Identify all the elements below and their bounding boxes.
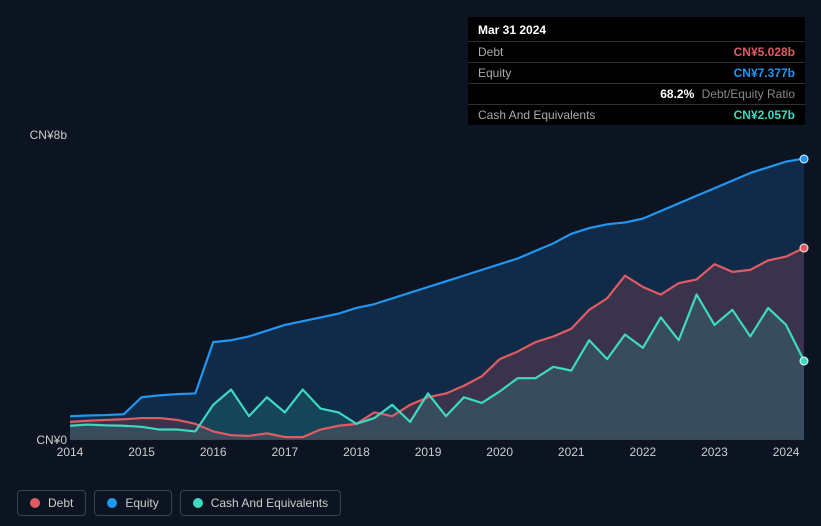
tooltip-row: Equity CN¥7.377b [468,62,805,83]
legend-label: Debt [48,496,73,510]
series-end-marker [800,244,809,253]
tooltip-row-label: Debt [478,45,503,59]
tooltip-rows: Debt CN¥5.028b Equity CN¥7.377b 68.2% Debt/E… [468,41,805,125]
x-axis-tick: 2015 [128,445,155,459]
tooltip-row-value: CN¥2.057b [734,108,795,122]
tooltip-row: Debt CN¥5.028b [468,41,805,62]
x-axis-tick: 2016 [200,445,227,459]
legend-item[interactable]: Equity [94,490,171,516]
legend-label: Cash And Equivalents [211,496,328,510]
chart-svg [70,135,804,439]
x-axis-tick: 2020 [486,445,513,459]
x-axis-tick: 2014 [57,445,84,459]
tooltip-row: Cash And Equivalents CN¥2.057b [468,104,805,125]
y-axis-label: CN¥8b [30,128,67,142]
tooltip-row-value: 68.2% Debt/Equity Ratio [660,87,795,101]
tooltip-row-value: CN¥5.028b [734,45,795,59]
tooltip-date: Mar 31 2024 [468,17,805,41]
debt-equity-chart: 2014 2015 2016 2017 2018 2019 2020 2021 2022 2023… [17,125,804,485]
series-end-marker [800,357,809,366]
x-axis-tick: 2024 [773,445,800,459]
tooltip-row-extra: Debt/Equity Ratio [698,87,795,101]
legend-item[interactable]: Debt [17,490,86,516]
x-axis-tick: 2018 [343,445,370,459]
series-end-marker [800,154,809,163]
x-axis-tick: 2019 [415,445,442,459]
legend-dot-icon [107,498,117,508]
tooltip-row-label: Equity [478,66,511,80]
chart-plot-area[interactable] [70,135,804,440]
y-axis-label: CN¥0 [36,433,67,447]
x-axis-tick: 2023 [701,445,728,459]
x-axis-tick: 2021 [558,445,585,459]
tooltip-row-label: Cash And Equivalents [478,108,595,122]
x-axis-tick: 2022 [630,445,657,459]
tooltip-row-value: CN¥7.377b [734,66,795,80]
legend-dot-icon [193,498,203,508]
chart-legend: Debt Equity Cash And Equivalents [17,490,341,516]
legend-label: Equity [125,496,158,510]
x-axis-tick: 2017 [271,445,298,459]
legend-item[interactable]: Cash And Equivalents [180,490,341,516]
x-axis: 2014201520162017201820192020202120222023… [70,445,804,465]
legend-dot-icon [30,498,40,508]
tooltip-row: 68.2% Debt/Equity Ratio [468,83,805,104]
chart-tooltip: Mar 31 2024 Debt CN¥5.028b Equity CN¥7.377b… [468,17,805,125]
